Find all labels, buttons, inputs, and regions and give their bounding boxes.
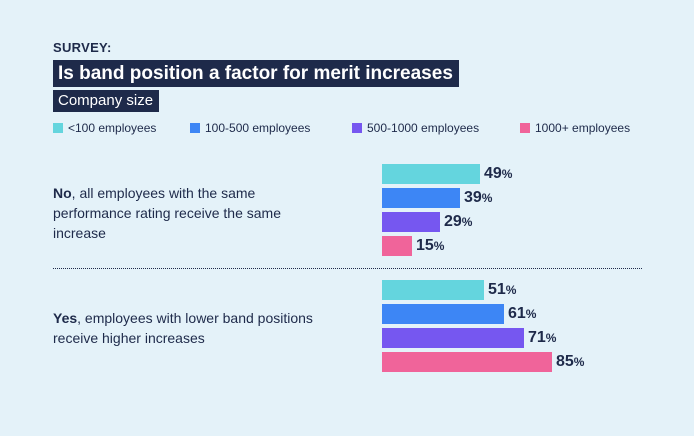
group-label-no-bold: No bbox=[53, 185, 72, 201]
bar-value-label: 39% bbox=[464, 189, 493, 206]
bar-value-label: 15% bbox=[416, 237, 445, 254]
bar-yes-series-3 bbox=[382, 328, 524, 348]
bar-value-label: 71% bbox=[528, 329, 557, 346]
bar-yes-series-4 bbox=[382, 352, 552, 372]
group-label-yes-text: , employees with lower band positions re… bbox=[53, 310, 313, 346]
group-label-no: No, all employees with the same performa… bbox=[53, 183, 328, 243]
bar-value-label: 49% bbox=[484, 165, 513, 182]
legend-swatch bbox=[190, 123, 200, 133]
legend-label: 1000+ employees bbox=[535, 121, 631, 135]
legend-item-1: <100 employees bbox=[53, 121, 156, 135]
bar-value-label: 29% bbox=[444, 213, 473, 230]
legend-swatch bbox=[352, 123, 362, 133]
group-label-no-text: , all employees with the same performanc… bbox=[53, 185, 281, 241]
group-label-yes: Yes, employees with lower band positions… bbox=[53, 308, 328, 348]
legend-item-4: 1000+ employees bbox=[520, 121, 630, 135]
bar-yes-series-2 bbox=[382, 304, 504, 324]
legend-swatch bbox=[520, 123, 530, 133]
bar-value-label: 51% bbox=[488, 281, 517, 298]
chart-title: Is band position a factor for merit incr… bbox=[53, 60, 459, 87]
legend-label: 500-1000 employees bbox=[367, 121, 480, 135]
group-divider bbox=[53, 268, 642, 269]
bar-no-series-2 bbox=[382, 188, 460, 208]
bar-no-series-3 bbox=[382, 212, 440, 232]
legend-item-2: 100-500 employees bbox=[190, 121, 310, 135]
group-label-yes-bold: Yes bbox=[53, 310, 78, 326]
legend-swatch bbox=[53, 123, 63, 133]
bar-yes-series-1 bbox=[382, 280, 484, 300]
bar-value-label: 85% bbox=[556, 353, 585, 370]
bar-value-label: 61% bbox=[508, 305, 537, 322]
survey-eyebrow: SURVEY: bbox=[53, 40, 112, 55]
legend-label: 100-500 employees bbox=[205, 121, 311, 135]
bar-no-series-1 bbox=[382, 164, 480, 184]
chart-subtitle: Company size bbox=[53, 90, 160, 112]
bar-no-series-4 bbox=[382, 236, 412, 256]
legend-label: <100 employees bbox=[68, 121, 157, 135]
legend-item-3: 500-1000 employees bbox=[352, 121, 479, 135]
